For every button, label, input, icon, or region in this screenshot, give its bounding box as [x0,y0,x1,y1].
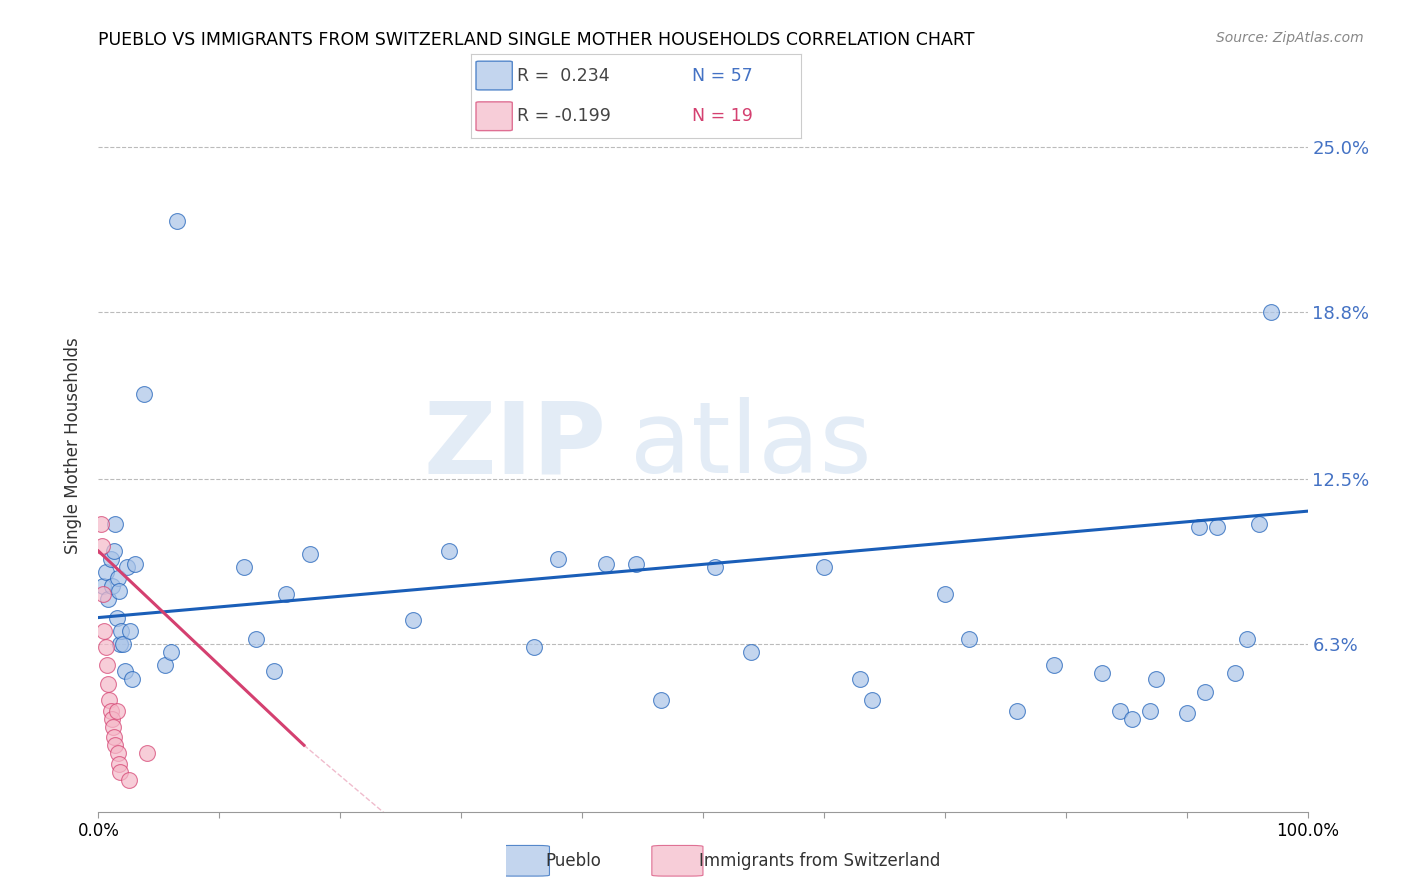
Point [1109,704,1132,718]
Point [299,547,322,561]
Point [263,664,285,678]
Point [813,560,835,574]
Point [108,756,131,771]
Text: Pueblo: Pueblo [546,852,602,870]
Point [91,539,114,553]
Point [1091,666,1114,681]
FancyBboxPatch shape [477,102,512,130]
Point [91,579,114,593]
Point [104,738,127,752]
Point [118,624,141,638]
Point [100,712,122,726]
Point [91,586,114,600]
Point [108,584,131,599]
Point [523,640,546,654]
Point [121,672,143,686]
Point [107,746,129,760]
Point [1139,704,1161,718]
Text: atlas: atlas [630,398,872,494]
Point [90,517,112,532]
FancyBboxPatch shape [498,846,550,876]
Point [704,560,727,574]
Point [124,558,146,572]
Y-axis label: Single Mother Households: Single Mother Households [65,338,83,554]
Point [1260,304,1282,318]
Point [1007,704,1029,718]
Point [740,645,762,659]
Point [93,624,115,638]
Point [1188,520,1211,534]
Point [110,624,132,638]
Point [97,677,120,691]
FancyBboxPatch shape [477,62,512,90]
Text: R = -0.199: R = -0.199 [517,107,612,125]
Point [114,664,136,678]
Text: Immigrants from Switzerland: Immigrants from Switzerland [699,852,941,870]
Point [94,566,117,580]
Text: Source: ZipAtlas.com: Source: ZipAtlas.com [1216,31,1364,45]
Point [595,558,617,572]
Text: R =  0.234: R = 0.234 [517,67,610,85]
Point [1223,666,1246,681]
Point [1236,632,1258,646]
Point [1121,712,1143,726]
Point [860,693,883,707]
Point [153,658,176,673]
Point [100,579,122,593]
Point [166,214,188,228]
Point [232,560,254,574]
Point [934,586,956,600]
Point [437,544,460,558]
Point [96,658,118,673]
Point [135,746,157,760]
Text: N = 57: N = 57 [692,67,754,85]
Point [101,720,124,734]
Point [105,610,128,624]
Point [1146,672,1168,686]
Point [1042,658,1064,673]
Point [402,613,425,627]
Point [100,552,122,566]
Point [108,637,131,651]
Point [547,552,569,566]
Point [1194,685,1216,699]
Point [94,640,117,654]
Point [160,645,183,659]
Point [97,591,120,606]
Point [117,560,139,574]
Text: N = 19: N = 19 [692,107,754,125]
Point [274,586,297,600]
Point [108,764,131,779]
Point [111,637,134,651]
Point [98,693,121,707]
Point [104,517,127,532]
Text: PUEBLO VS IMMIGRANTS FROM SWITZERLAND SINGLE MOTHER HOUSEHOLDS CORRELATION CHART: PUEBLO VS IMMIGRANTS FROM SWITZERLAND SI… [98,31,974,49]
Point [103,731,125,745]
FancyBboxPatch shape [652,846,703,876]
Point [1249,517,1271,532]
Point [103,544,125,558]
Point [105,704,128,718]
Point [245,632,267,646]
Point [134,387,156,401]
Point [107,571,129,585]
Point [100,704,122,718]
Point [849,672,872,686]
Text: ZIP: ZIP [423,398,606,494]
Point [650,693,672,707]
Point [626,558,648,572]
Point [957,632,980,646]
Point [118,772,141,787]
Point [1175,706,1198,721]
Point [1206,520,1229,534]
